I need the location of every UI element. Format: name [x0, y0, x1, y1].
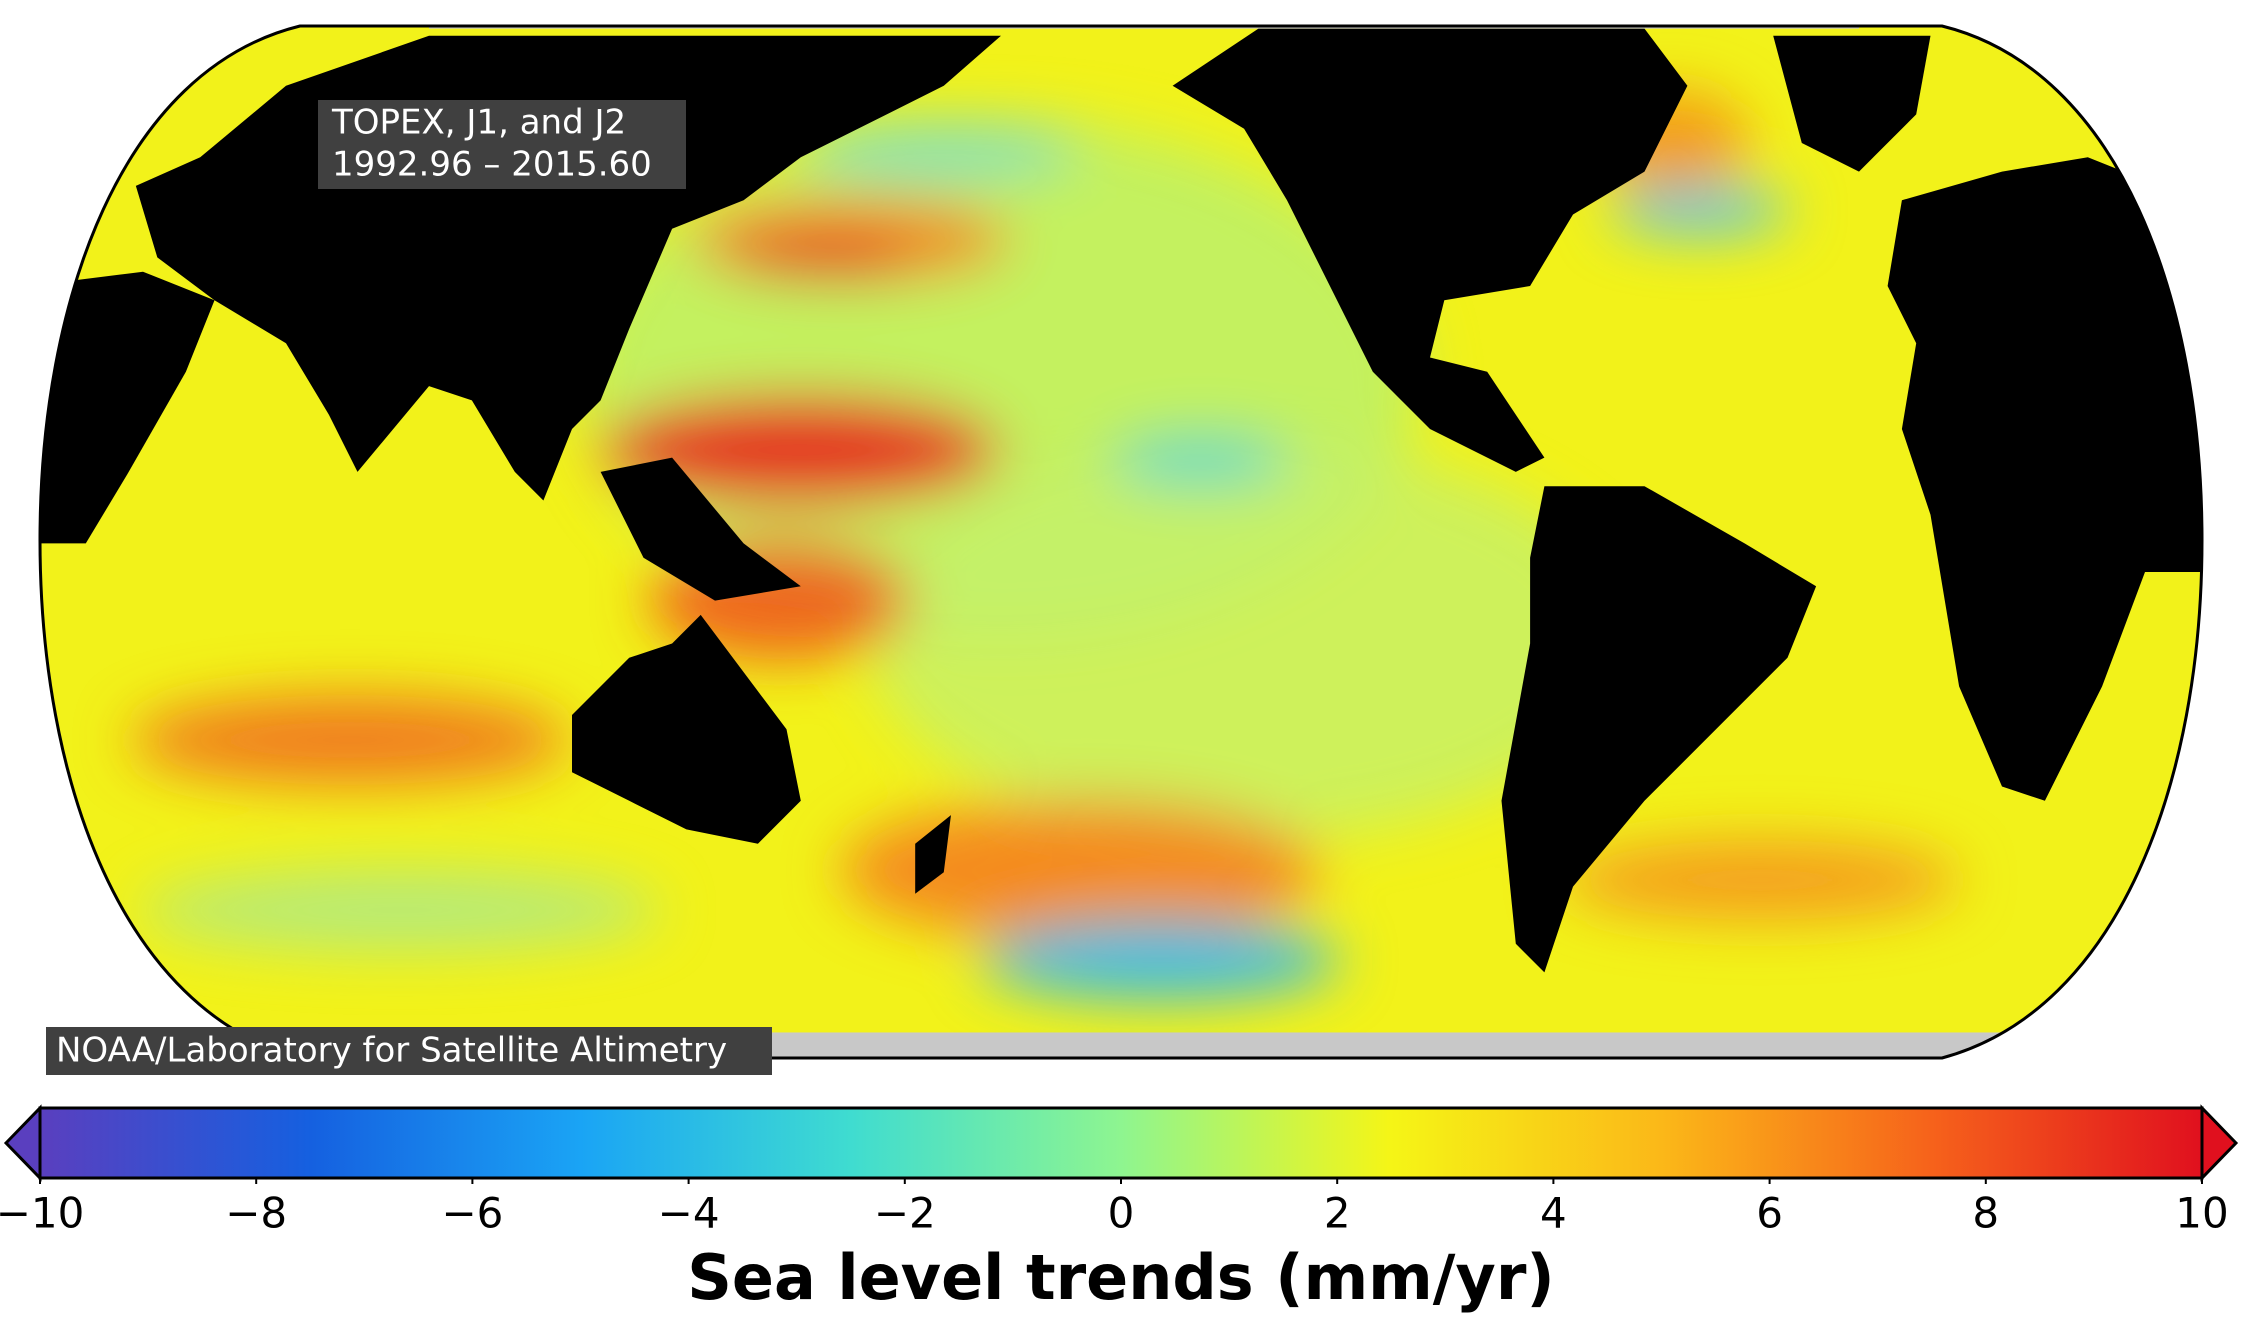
- colorbar-over: [2200, 1104, 2239, 1182]
- colorbar-tick-label: −8: [225, 1189, 287, 1238]
- colorbar-tick-label: 0: [1108, 1189, 1135, 1238]
- colorbar-tick-label: −4: [658, 1189, 720, 1238]
- annotation-box: [318, 100, 686, 189]
- colorbar-ramp: [38, 1106, 2204, 1180]
- colorbar-tick-label: 10: [2175, 1189, 2228, 1238]
- colorbar-tick-label: 6: [1756, 1189, 1783, 1238]
- trend-field: [130, 90, 1960, 1000]
- colorbar-tick-label: −10: [0, 1189, 84, 1238]
- map: [40, 26, 2202, 1058]
- colorbar-tick-label: 2: [1324, 1189, 1351, 1238]
- colorbar-tick-label: −2: [874, 1189, 936, 1238]
- colorbar-tick-label: 4: [1540, 1189, 1567, 1238]
- colorbar-under: [3, 1104, 42, 1182]
- annotation-line: TOPEX, J1, and J2: [331, 103, 626, 143]
- colorbar-tick-label: 8: [1972, 1189, 1999, 1238]
- annotation-line: 1992.96 – 2015.60: [332, 145, 652, 185]
- map-border: [38, 24, 2204, 1060]
- colorbar-tick-label: −6: [441, 1189, 503, 1238]
- colorbar: [3, 1104, 2239, 1182]
- colorbar-label: Sea level trends (mm/yr): [687, 1241, 1555, 1314]
- credit: NOAA/Laboratory for Satellite Altimetry: [56, 1031, 727, 1071]
- credit-box: [46, 1027, 772, 1075]
